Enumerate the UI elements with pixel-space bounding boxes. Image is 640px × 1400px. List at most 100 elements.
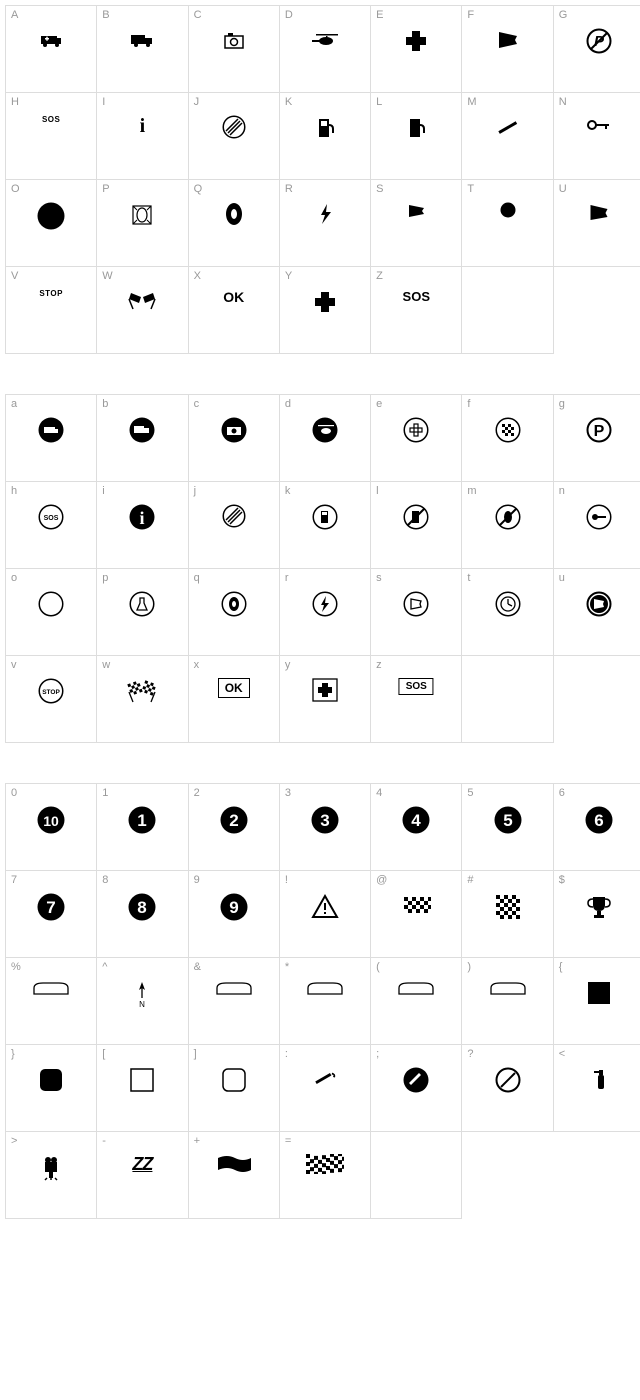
circ-key-icon [586, 504, 612, 530]
ok-boxed-icon: OK [218, 678, 250, 698]
cell-L: L [371, 93, 462, 180]
cell-label: ] [194, 1048, 197, 1060]
cell-0: 0 10 [6, 784, 97, 871]
cell-label: A [11, 9, 18, 21]
camera-icon [220, 28, 248, 52]
cell-;: ; [371, 1045, 462, 1132]
cell-label: 9 [194, 874, 200, 886]
cell-label: > [11, 1135, 17, 1147]
grid-lowercase: a b c d e f g P h SOS i i j [5, 394, 640, 743]
cell-label: N [559, 96, 567, 108]
circ-lightning-icon [312, 591, 338, 617]
cell-i: i i [97, 482, 188, 569]
info-letter-icon: i [140, 115, 146, 138]
sos-boxed-icon: SOS [399, 678, 434, 695]
cell-d: d [280, 395, 371, 482]
cell-label: 6 [559, 787, 565, 799]
svg-text:10: 10 [43, 813, 59, 829]
tire-outline-icon [129, 202, 155, 228]
cell-label: b [102, 398, 108, 410]
cell-S: S [371, 180, 462, 267]
cell-label: + [194, 1135, 200, 1147]
cell-5: 5 5 [462, 784, 553, 871]
flags-crossed-solid-icon [127, 289, 157, 311]
cell-:: : [280, 1045, 371, 1132]
plus-thick-icon [403, 28, 429, 54]
cell-label: x [194, 659, 200, 671]
cell-label: c [194, 398, 200, 410]
cell-f: f [462, 395, 553, 482]
cell-label: 0 [11, 787, 17, 799]
square-outline-icon [129, 1067, 155, 1093]
cell-T: T [462, 180, 553, 267]
num-10-icon: 10 [37, 806, 65, 834]
circle-outline-icon [38, 591, 64, 617]
cell-z: z SOS [371, 656, 462, 743]
cell-label: T [467, 183, 474, 195]
pencil-icon [495, 115, 521, 135]
cell-R: R [280, 180, 371, 267]
num-2-icon: 2 [220, 806, 248, 834]
cell-label: 5 [467, 787, 473, 799]
cell-H: H SOS [6, 93, 97, 180]
grid-uppercase: A B C D E F G P H SOS I i J [5, 5, 640, 354]
cell-o: o [6, 569, 97, 656]
checker-flag-icon [401, 893, 431, 915]
flag-solid-icon [495, 28, 521, 50]
sos-boxed-text: SOS [399, 678, 434, 695]
cell-label: p [102, 572, 108, 584]
flag-wave-solid-icon [215, 1154, 253, 1174]
svg-text:9: 9 [229, 898, 238, 917]
svg-text:4: 4 [412, 811, 422, 830]
cell-label: O [11, 183, 20, 195]
stop-text: STOP [39, 289, 63, 298]
no-parking-icon: P [586, 28, 612, 54]
svg-text:3: 3 [320, 811, 329, 830]
cell-M: M [462, 93, 553, 180]
cell-label: ? [467, 1048, 473, 1060]
circ-tire-icon [221, 591, 247, 617]
cell-label: K [285, 96, 292, 108]
cell-label: y [285, 659, 291, 671]
cell-label: < [559, 1048, 565, 1060]
cell-X: X OK [189, 267, 280, 354]
cell-m: m [462, 482, 553, 569]
cell-U: U [554, 180, 640, 267]
cell-8: 8 8 [97, 871, 188, 958]
svg-text:8: 8 [138, 898, 147, 917]
cell-#: # [462, 871, 553, 958]
circ-fuel-slash-icon [403, 504, 429, 530]
cell-label: e [376, 398, 382, 410]
ok-boxed-text: OK [218, 678, 250, 698]
grid-numbers: 0 10 1 1 2 2 3 3 4 4 5 5 6 6 7 7 8 8 9 9 [5, 783, 640, 1219]
info-text: i [140, 115, 146, 138]
sos-text-icon: SOS [403, 289, 430, 304]
cell-label: r [285, 572, 289, 584]
circ-flask-icon [129, 591, 155, 617]
cell-h: h SOS [6, 482, 97, 569]
cell-label: W [102, 270, 112, 282]
svg-text:N: N [140, 1000, 146, 1008]
cell-1: 1 1 [97, 784, 188, 871]
cell-label: o [11, 572, 17, 584]
cell-label: u [559, 572, 565, 584]
cell-empty [371, 1132, 462, 1219]
cell-label: D [285, 9, 293, 21]
cell-label: z [376, 659, 382, 671]
cell-x: x OK [189, 656, 280, 743]
cell-g: g P [554, 395, 640, 482]
num-1-icon: 1 [128, 806, 156, 834]
stop-text-icon: STOP [39, 289, 63, 298]
cell-c: c [189, 395, 280, 482]
cell-empty [462, 1132, 553, 1218]
cell-label: B [102, 9, 109, 21]
cell-label: E [376, 9, 383, 21]
checker-square-icon [494, 893, 522, 921]
cell-y: y [280, 656, 371, 743]
cell-B: B [97, 6, 188, 93]
num-7-icon: 7 [37, 893, 65, 921]
cell-label: M [467, 96, 476, 108]
warning-triangle-icon [311, 893, 339, 919]
cell-l: l [371, 482, 462, 569]
cell-]: ] [189, 1045, 280, 1132]
